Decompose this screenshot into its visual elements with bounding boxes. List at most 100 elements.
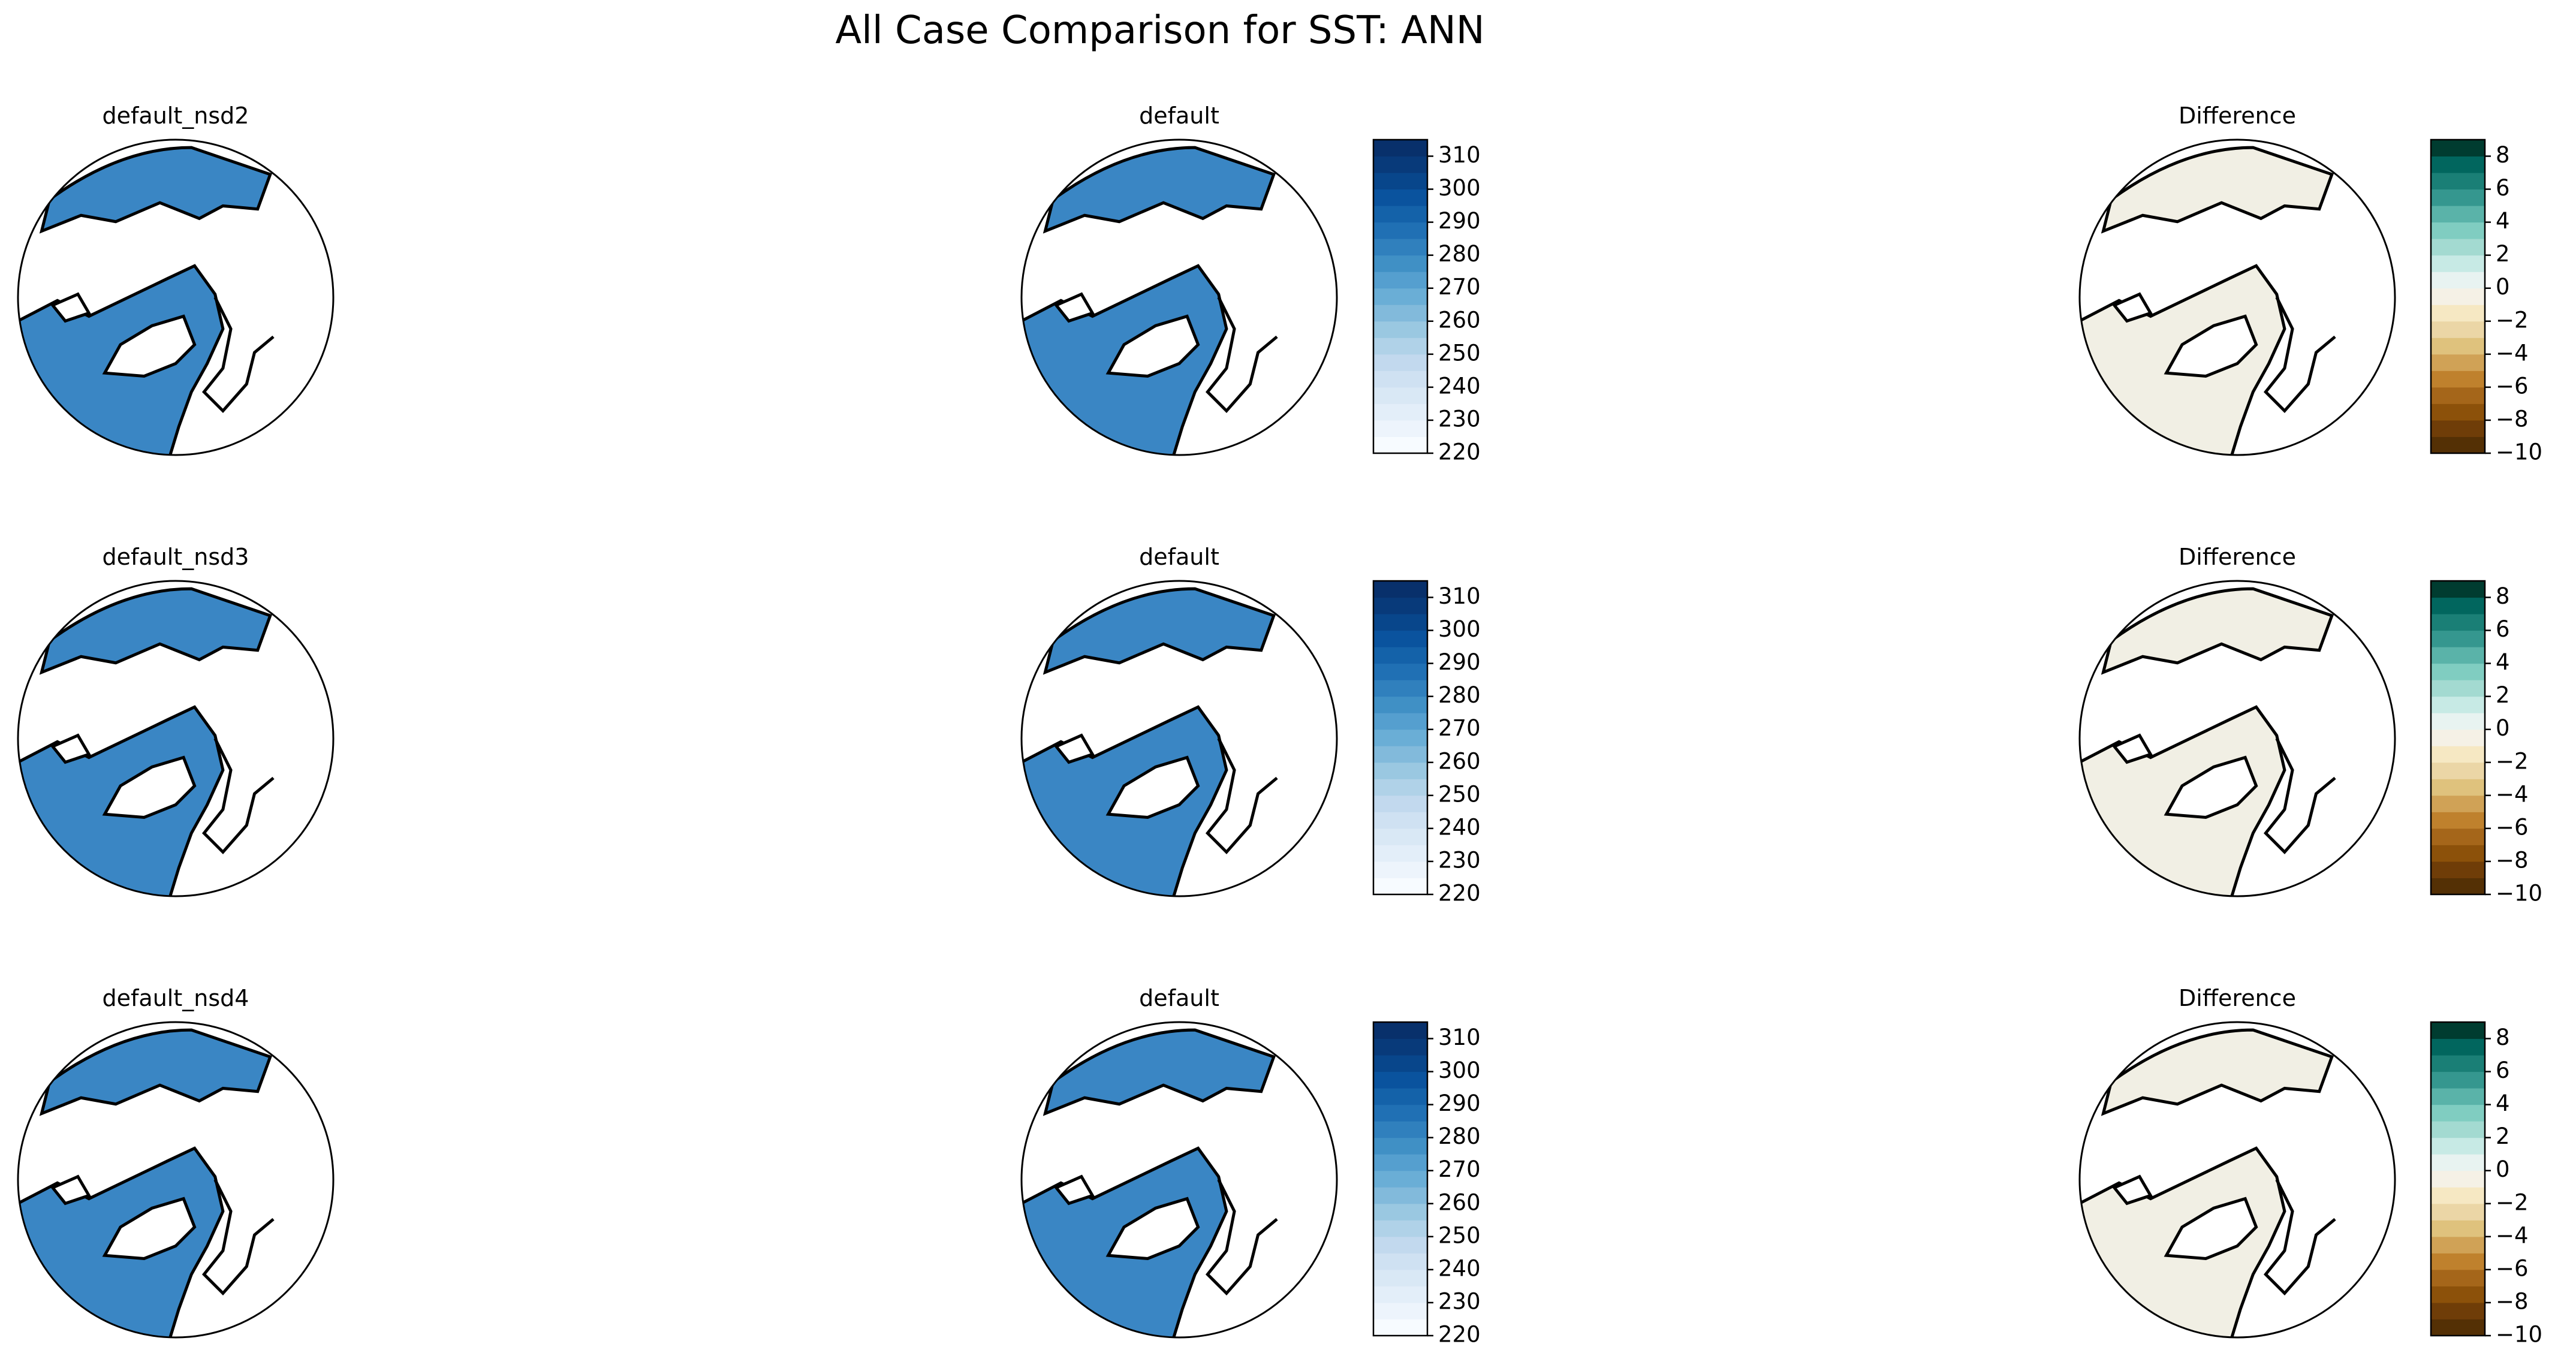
colorbar-band <box>2431 828 2485 845</box>
colorbar-band <box>1373 680 1427 697</box>
colorbar-band <box>1373 1203 1427 1221</box>
ocean <box>2103 589 2331 672</box>
colorbar-band <box>2431 762 2485 779</box>
colorbar-band <box>2431 1236 2485 1254</box>
colorbar-tick-label: 280 <box>1438 241 1481 267</box>
colorbar-tick-label: 280 <box>1438 1123 1481 1149</box>
colorbar-tick-label: 260 <box>1438 1189 1481 1215</box>
colorbar-band <box>1373 1121 1427 1138</box>
map <box>2080 140 2395 455</box>
colorbar-tick-label: 240 <box>1438 814 1481 840</box>
panel-title: default_nsd4 <box>103 985 249 1011</box>
colorbar-tick-label: −8 <box>2496 847 2529 873</box>
land <box>2114 294 2150 321</box>
map-border <box>17 138 335 456</box>
colorbar-band <box>2431 630 2485 647</box>
map-border <box>2078 138 2396 456</box>
colorbar-band <box>2431 288 2485 305</box>
figure-title: All Case Comparison for SST: ANN <box>835 8 1484 53</box>
colorbar-band <box>2431 779 2485 796</box>
panel-title: Difference <box>2179 544 2296 570</box>
coastline <box>1207 297 1277 411</box>
colorbar-band <box>2431 1055 2485 1072</box>
colorbar-band <box>1373 861 1427 878</box>
colorbar-tick-label: 260 <box>1438 307 1481 333</box>
colorbar-band <box>2431 729 2485 746</box>
colorbar-band <box>1373 713 1427 730</box>
colorbar-tick-label: −4 <box>2496 781 2529 807</box>
colorbar-tick-label: −10 <box>2496 439 2542 465</box>
colorbar-tick-label: −10 <box>2496 881 2542 906</box>
colorbar-band <box>2431 1319 2485 1336</box>
colorbar-frame <box>2430 580 2486 896</box>
map-shapes <box>1022 1030 1277 1337</box>
colorbar-band <box>1373 338 1427 355</box>
colorbar-tick-label: 8 <box>2496 583 2510 609</box>
colorbar-band <box>1373 1220 1427 1237</box>
colorbar-band <box>2431 1137 2485 1155</box>
colorbar-band <box>1373 795 1427 812</box>
colorbar-tick-label: 2 <box>2496 682 2510 708</box>
colorbar-band <box>2431 795 2485 812</box>
colorbar-band <box>2431 1088 2485 1105</box>
map-border <box>17 580 335 897</box>
ocean <box>41 589 270 672</box>
colorbar-band <box>1373 878 1427 895</box>
colorbar-band <box>2431 338 2485 355</box>
colorbar-tick-label: 2 <box>2496 241 2510 267</box>
colorbar-band <box>1373 1055 1427 1072</box>
colorbar-band <box>1373 845 1427 862</box>
colorbar-tick-label: −2 <box>2496 307 2529 333</box>
colorbar-tick-label: 270 <box>1438 274 1481 300</box>
land <box>1108 317 1198 376</box>
colorbar-tick-label: 310 <box>1438 1025 1481 1050</box>
colorbar-band <box>2431 1022 2485 1039</box>
colorbar-tick-label: 220 <box>1438 1322 1481 1348</box>
colorbar-tick-label: −6 <box>2496 1255 2529 1281</box>
colorbar-band <box>1373 1319 1427 1336</box>
colorbar-tick-label: 300 <box>1438 1057 1481 1083</box>
colorbar-tick-label: 300 <box>1438 616 1481 642</box>
land <box>2114 736 2150 763</box>
colorbar-band <box>2431 581 2485 598</box>
coastline <box>204 1180 273 1293</box>
land <box>2167 758 2256 818</box>
land <box>2167 1199 2256 1259</box>
colorbar-band <box>2431 173 2485 190</box>
map-shapes <box>2080 147 2335 455</box>
colorbar-tick-label: 230 <box>1438 1288 1481 1314</box>
colorbar-tick-label: 240 <box>1438 373 1481 399</box>
colorbar-band <box>2431 861 2485 878</box>
colorbar-band <box>1373 630 1427 647</box>
map <box>1022 140 1337 455</box>
colorbar-tick-label: 250 <box>1438 340 1481 366</box>
colorbar-band <box>1373 305 1427 322</box>
map <box>1022 581 1337 896</box>
colorbar-band <box>1373 1236 1427 1254</box>
colorbar-tick-label: 6 <box>2496 175 2510 201</box>
panel-title: default_nsd3 <box>103 544 249 570</box>
colorbar-band <box>2431 305 2485 322</box>
colorbar-tick-label: 4 <box>2496 649 2510 675</box>
panel-title: default_nsd2 <box>103 103 249 129</box>
colorbar-band <box>1373 812 1427 829</box>
colorbar-band <box>1373 255 1427 272</box>
colorbar-band <box>1373 370 1427 388</box>
colorbar-band <box>2431 1104 2485 1122</box>
map-border <box>1020 1021 1338 1339</box>
colorbar-band <box>1373 420 1427 437</box>
colorbar-band <box>2431 189 2485 206</box>
colorbar-band <box>2431 680 2485 697</box>
colorbar-band <box>1373 239 1427 256</box>
colorbar-band <box>2431 436 2485 454</box>
colorbar-tick-label: 230 <box>1438 847 1481 873</box>
colorbar-band <box>1373 647 1427 664</box>
land <box>53 736 89 763</box>
colorbar-tick-label: −2 <box>2496 748 2529 774</box>
colorbar-band <box>1373 1104 1427 1122</box>
colorbar-band <box>1373 354 1427 371</box>
colorbar-band <box>2431 1286 2485 1303</box>
colorbar-band <box>2431 1071 2485 1089</box>
colorbar-band <box>1373 828 1427 845</box>
colorbar-band <box>2431 1253 2485 1270</box>
